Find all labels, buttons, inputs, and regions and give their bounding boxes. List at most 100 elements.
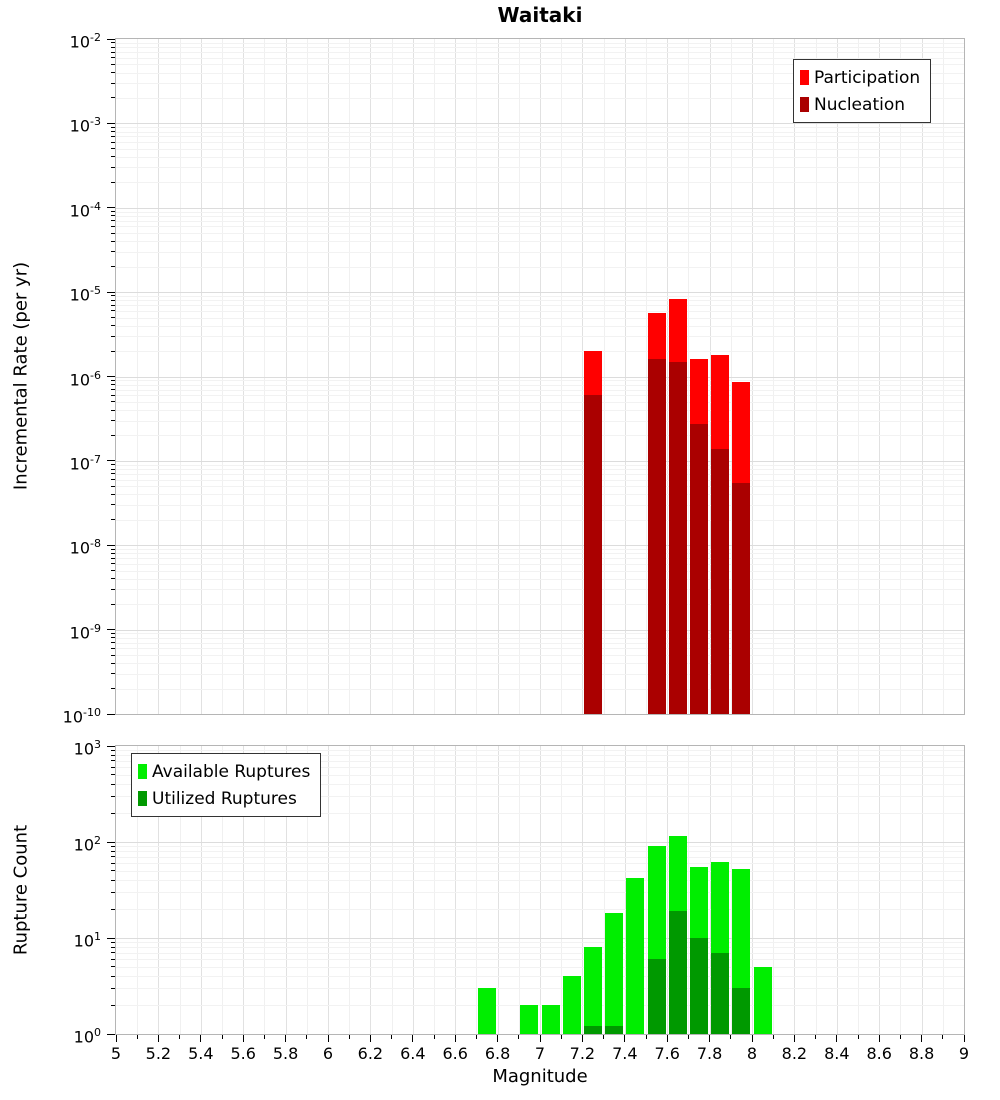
- y-axis-minor-tick: [111, 135, 115, 137]
- legend-item-available-ruptures: Available Ruptures: [138, 758, 310, 785]
- gridline: [900, 746, 902, 1034]
- utilized-ruptures-swatch: [138, 791, 147, 806]
- y-axis-minor-tick: [111, 82, 115, 84]
- gridline: [116, 295, 964, 297]
- gridline: [116, 47, 964, 49]
- x-tick-label: 6.2: [357, 1044, 384, 1063]
- bar-available-ruptures: [562, 976, 581, 1034]
- gridline: [116, 420, 964, 422]
- x-axis-tick: [327, 1035, 329, 1042]
- y-axis-minor-tick: [111, 987, 115, 989]
- gridline: [116, 233, 964, 235]
- y-axis-minor-tick: [111, 493, 115, 495]
- gridline: [137, 746, 139, 1034]
- x-axis-tick: [899, 1035, 901, 1039]
- y-axis-minor-tick: [111, 783, 115, 785]
- gridline: [582, 746, 584, 1034]
- y-axis-minor-tick: [111, 225, 115, 227]
- gridline: [116, 570, 964, 572]
- y-tick-label: 10-10: [62, 706, 101, 727]
- y-axis-minor-tick: [111, 845, 115, 847]
- y-axis-minor-tick: [111, 557, 115, 559]
- x-axis-tick: [687, 1035, 689, 1039]
- bar-utilized-ruptures: [711, 952, 730, 1034]
- legend-item-utilized-ruptures: Utilized Ruptures: [138, 785, 310, 812]
- y-tick-label: 10-8: [69, 537, 101, 558]
- y-axis-minor-tick: [111, 335, 115, 337]
- gridline: [116, 504, 964, 506]
- y-axis-tick: [107, 38, 115, 40]
- gridline: [497, 746, 499, 1034]
- gridline: [412, 746, 414, 1034]
- incremental-rate-panel: [115, 38, 965, 715]
- x-axis-tick: [921, 1035, 923, 1042]
- gridline: [116, 266, 964, 268]
- gridline: [116, 959, 964, 961]
- y-axis-minor-tick: [111, 688, 115, 690]
- participation-label: Participation: [814, 67, 921, 88]
- gridline: [116, 760, 964, 762]
- gridline: [243, 746, 245, 1034]
- gridline: [116, 942, 964, 944]
- gridline: [730, 746, 732, 1034]
- y-tick-label: 10-6: [69, 368, 101, 389]
- gridline: [116, 892, 964, 894]
- bar-nucleation: [583, 395, 603, 714]
- y-axis-minor-tick: [111, 754, 115, 756]
- gridline: [116, 317, 964, 319]
- gridline: [624, 746, 626, 1034]
- y-axis-minor-tick: [111, 317, 115, 319]
- gridline: [116, 856, 964, 858]
- bar-utilized-ruptures: [605, 1026, 624, 1034]
- x-axis-tick: [285, 1035, 287, 1042]
- gridline: [603, 746, 605, 1034]
- y-axis-tick: [107, 544, 115, 546]
- y-axis-minor-tick: [111, 642, 115, 644]
- x-axis-tick: [157, 1035, 159, 1042]
- y-tick-label: 100: [73, 1026, 101, 1047]
- chart-title: Waitaki: [497, 3, 583, 27]
- gridline: [116, 351, 964, 353]
- x-tick-label: 5.6: [230, 1044, 256, 1063]
- gridline: [328, 746, 329, 1034]
- y-axis-minor-tick: [111, 299, 115, 301]
- y-tick-label: 102: [73, 834, 101, 855]
- legend-item-participation: Participation: [800, 64, 920, 91]
- x-tick-label: 7.2: [569, 1044, 596, 1063]
- gridline: [116, 127, 964, 129]
- y-axis-minor-tick: [111, 856, 115, 858]
- gridline: [116, 988, 964, 990]
- y-axis-minor-tick: [111, 384, 115, 386]
- gridline: [116, 72, 964, 74]
- gridline: [306, 746, 308, 1034]
- y-axis-minor-tick: [111, 148, 115, 150]
- gridline: [116, 64, 964, 66]
- x-axis-tick: [560, 1035, 562, 1039]
- rate-y-axis-label: Incremental Rate (per yr): [10, 261, 32, 491]
- y-axis-minor-tick: [111, 1004, 115, 1006]
- gridline: [116, 469, 964, 471]
- y-axis-minor-tick: [111, 350, 115, 352]
- gridline: [116, 750, 964, 752]
- gridline: [391, 746, 393, 1034]
- y-axis-minor-tick: [111, 266, 115, 268]
- y-axis-minor-tick: [111, 394, 115, 396]
- y-axis-minor-tick: [111, 774, 115, 776]
- gridline: [646, 746, 647, 1034]
- gridline: [116, 380, 964, 382]
- y-axis-minor-tick: [111, 63, 115, 65]
- y-axis-minor-tick: [111, 795, 115, 797]
- y-axis-minor-tick: [111, 389, 115, 391]
- gridline: [285, 746, 287, 1034]
- bar-nucleation: [647, 359, 666, 714]
- y-tick-label: 10-3: [69, 115, 101, 136]
- x-tick-label: 5: [110, 1044, 122, 1063]
- gridline: [116, 389, 964, 391]
- x-axis-tick: [518, 1035, 520, 1039]
- y-axis-minor-tick: [111, 240, 115, 242]
- gridline: [116, 642, 964, 644]
- y-axis-minor-tick: [111, 232, 115, 234]
- gridline: [434, 746, 435, 1034]
- y-axis-minor-tick: [111, 479, 115, 481]
- gridline: [116, 947, 964, 949]
